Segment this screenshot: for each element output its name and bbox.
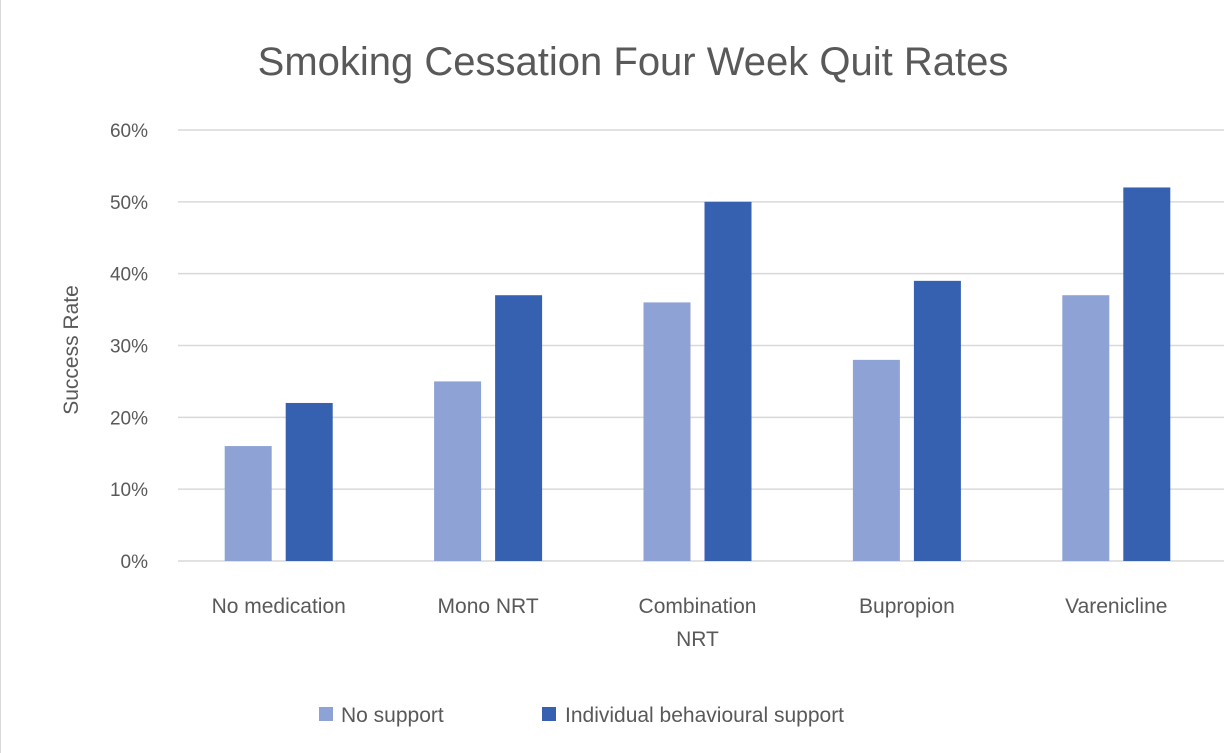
legend-swatch <box>542 707 556 721</box>
y-tick-label: 0% <box>121 552 149 573</box>
bars <box>224 187 1171 562</box>
legend-label: No support <box>341 704 444 727</box>
y-tick-label: 30% <box>110 337 148 358</box>
y-tick-label: 40% <box>110 265 148 286</box>
chart-title: Smoking Cessation Four Week Quit Rates <box>258 40 1009 84</box>
x-category-label: Mono NRT <box>438 595 539 618</box>
x-category-label: No medication <box>212 595 346 618</box>
bar <box>1123 187 1171 561</box>
x-axis-categories: No medication Mono NRT Combination NRT Bupro… <box>212 595 1168 651</box>
legend: No support Individual behavioural support <box>319 704 844 727</box>
legend-swatch <box>319 707 333 721</box>
y-tick-label: 10% <box>110 480 148 501</box>
bar <box>495 295 543 561</box>
x-category-label: Varenicline <box>1065 595 1167 618</box>
bar <box>643 302 691 561</box>
bar <box>913 280 961 561</box>
x-category-label: NRT <box>676 628 719 651</box>
bar <box>285 402 333 561</box>
legend-label: Individual behavioural support <box>565 704 844 727</box>
bar <box>852 359 900 561</box>
y-tick-label: 20% <box>110 408 148 429</box>
bar <box>434 381 482 561</box>
bar <box>704 201 752 562</box>
bar <box>1062 295 1110 561</box>
x-category-label: Combination <box>639 595 757 618</box>
gridlines <box>178 129 1224 562</box>
y-axis-title: Success Rate <box>60 285 83 415</box>
x-category-label: Bupropion <box>859 595 955 618</box>
bar <box>224 446 272 561</box>
y-tick-label: 50% <box>110 193 148 214</box>
y-tick-label: 60% <box>110 121 148 142</box>
y-axis-ticks: 0% 10% 20% 30% 40% 50% 60% <box>110 121 148 573</box>
